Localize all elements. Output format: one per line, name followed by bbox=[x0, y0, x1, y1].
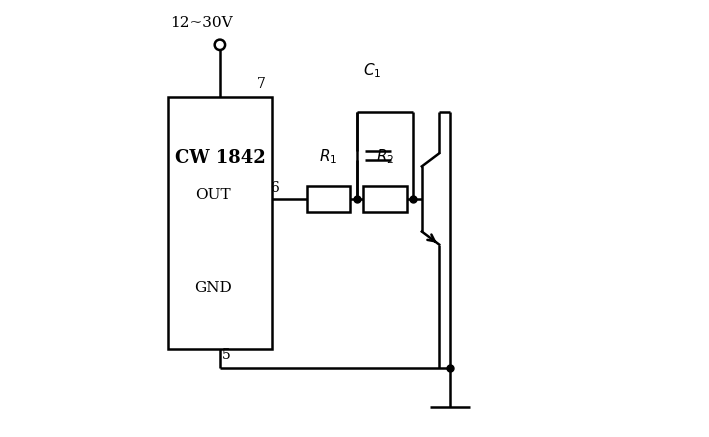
Text: 12~30V: 12~30V bbox=[170, 16, 233, 30]
Text: GND: GND bbox=[194, 281, 233, 295]
Text: 7: 7 bbox=[257, 77, 266, 91]
Text: $R_2$: $R_2$ bbox=[376, 148, 394, 166]
Text: $R_1$: $R_1$ bbox=[319, 148, 337, 166]
Text: 5: 5 bbox=[222, 348, 231, 362]
Text: OUT: OUT bbox=[196, 187, 231, 201]
Text: $C_1$: $C_1$ bbox=[363, 61, 381, 80]
Text: 6: 6 bbox=[270, 181, 279, 195]
Bar bbox=[307, 186, 350, 212]
Bar bbox=[168, 97, 272, 349]
Text: CW 1842: CW 1842 bbox=[174, 149, 265, 166]
Bar bbox=[363, 186, 406, 212]
